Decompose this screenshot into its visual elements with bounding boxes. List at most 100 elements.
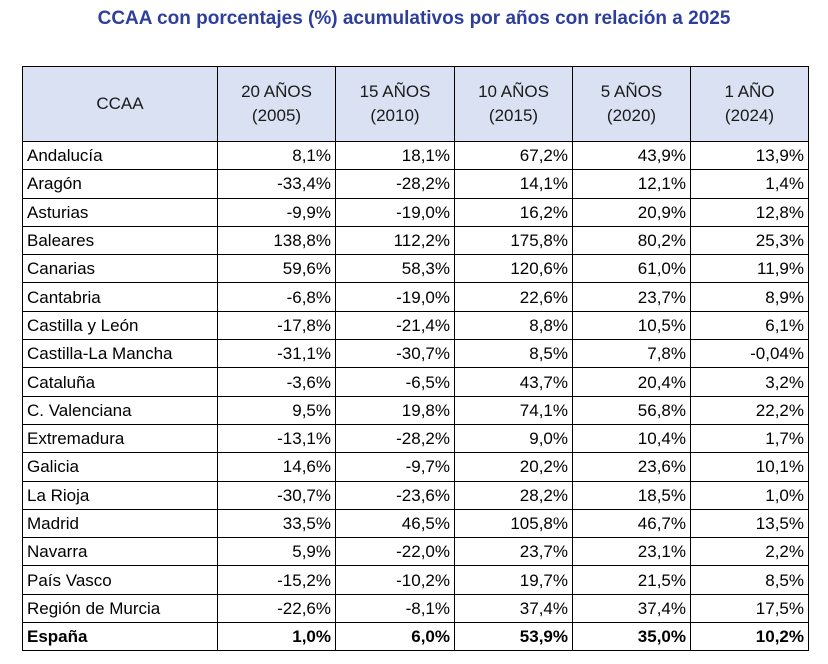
row-region-name: Navarra xyxy=(22,537,218,567)
table-header-row: CCAA 20 AÑOS (2005) 15 AÑOS (2010) 10 AÑ… xyxy=(22,66,809,142)
row-value-cell: 19,8% xyxy=(335,395,455,425)
header-line2: (2005) xyxy=(251,106,302,125)
row-value-cell: 20,9% xyxy=(572,197,691,227)
row-value-cell: 6,1% xyxy=(690,310,809,341)
ccaa-percentages-table: CCAA 20 AÑOS (2005) 15 AÑOS (2010) 10 AÑ… xyxy=(22,66,809,652)
row-value-cell: 20,4% xyxy=(572,367,691,397)
row-value-cell: 14,1% xyxy=(454,169,573,199)
row-value-cell: 53,9% xyxy=(454,622,573,652)
row-value-cell: -6,5% xyxy=(335,367,455,397)
row-value-cell: -17,8% xyxy=(217,310,336,341)
row-value-cell: 9,5% xyxy=(217,395,336,425)
row-value-cell: 12,1% xyxy=(572,169,691,199)
header-line1: 10 AÑOS xyxy=(478,82,549,101)
row-value-cell: -6,8% xyxy=(217,282,336,312)
row-value-cell: 12,8% xyxy=(690,197,809,227)
header-20-years: 20 AÑOS (2005) xyxy=(217,66,336,142)
page-title: CCAA con porcentajes (%) acumulativos po… xyxy=(97,8,731,29)
row-value-cell: 8,5% xyxy=(690,565,809,595)
row-value-cell: -31,1% xyxy=(217,339,336,369)
row-value-cell: 1,0% xyxy=(690,480,809,510)
row-value-cell: 17,5% xyxy=(690,593,809,624)
row-value-cell: 105,8% xyxy=(454,508,573,539)
row-value-cell: 8,5% xyxy=(454,339,573,369)
header-line1: 5 AÑOS xyxy=(600,82,663,101)
row-region-name: Canarias xyxy=(22,254,218,284)
row-value-cell: 16,2% xyxy=(454,197,573,227)
row-value-cell: 28,2% xyxy=(454,480,573,510)
table-row: Madrid 33,5% 46,5% 105,8% 46,7% 13,5% xyxy=(22,508,809,539)
table-row: La Rioja -30,7% -23,6% 28,2% 18,5% 1,0% xyxy=(22,480,809,510)
row-value-cell: 10,1% xyxy=(690,452,809,482)
row-value-cell: 5,9% xyxy=(217,537,336,567)
row-value-cell: 37,4% xyxy=(572,593,691,624)
header-line2: (2010) xyxy=(370,106,420,125)
row-region-name: Castilla y León xyxy=(22,310,218,341)
row-region-name: Madrid xyxy=(22,508,218,539)
table-row: Andalucía 8,1% 18,1% 67,2% 43,9% 13,9% xyxy=(22,140,809,171)
row-value-cell: 33,5% xyxy=(217,508,336,539)
row-value-cell: -19,0% xyxy=(335,197,455,227)
header-line1: 15 AÑOS xyxy=(359,82,431,101)
row-region-name: Andalucía xyxy=(22,140,218,171)
row-value-cell: -8,1% xyxy=(335,593,455,624)
row-value-cell: 9,0% xyxy=(454,423,573,454)
row-value-cell: 3,2% xyxy=(690,367,809,397)
row-region-name: C. Valenciana xyxy=(22,395,218,425)
row-value-cell: -33,4% xyxy=(217,169,336,199)
row-value-cell: 10,5% xyxy=(572,310,691,341)
row-value-cell: 25,3% xyxy=(690,225,809,256)
row-value-cell: 20,2% xyxy=(454,452,573,482)
row-value-cell: 23,7% xyxy=(454,537,573,567)
row-value-cell: 112,2% xyxy=(335,225,455,256)
table-row: Cantabria -6,8% -19,0% 22,6% 23,7% 8,9% xyxy=(22,282,809,312)
row-value-cell: -3,6% xyxy=(217,367,336,397)
row-value-cell: -30,7% xyxy=(335,339,455,369)
row-value-cell: 138,8% xyxy=(217,225,336,256)
row-value-cell: 56,8% xyxy=(572,395,691,425)
row-value-cell: 19,7% xyxy=(454,565,573,595)
header-line2: (2024) xyxy=(724,106,775,125)
header-line1: 20 AÑOS xyxy=(241,82,312,101)
table-row: C. Valenciana 9,5% 19,8% 74,1% 56,8% 22,2% xyxy=(22,395,809,425)
table-row: Aragón -33,4% -28,2% 14,1% 12,1% 1,4% xyxy=(22,169,809,199)
table-body: Andalucía 8,1% 18,1% 67,2% 43,9% 13,9% Aragón -… xyxy=(22,140,809,652)
row-value-cell: 8,1% xyxy=(217,140,336,171)
row-value-cell: 18,5% xyxy=(572,480,691,510)
table-row: Extremadura -13,1% -28,2% 9,0% 10,4% 1,7% xyxy=(22,423,809,454)
row-value-cell: -22,0% xyxy=(335,537,455,567)
row-region-name: España xyxy=(22,622,218,652)
header-line1: 1 AÑO xyxy=(724,82,775,101)
row-value-cell: 67,2% xyxy=(454,140,573,171)
row-region-name: Extremadura xyxy=(22,423,218,454)
row-value-cell: 59,6% xyxy=(217,254,336,284)
row-value-cell: -10,2% xyxy=(335,565,455,595)
header-1-year: 1 AÑO (2024) xyxy=(690,66,809,142)
row-value-cell: 58,3% xyxy=(335,254,455,284)
row-value-cell: 35,0% xyxy=(572,622,691,652)
row-value-cell: 8,8% xyxy=(454,310,573,341)
row-value-cell: -19,0% xyxy=(335,282,455,312)
row-value-cell: -28,2% xyxy=(335,169,455,199)
table-row: Asturias -9,9% -19,0% 16,2% 20,9% 12,8% xyxy=(22,197,809,227)
row-region-name: Castilla-La Mancha xyxy=(22,339,218,369)
row-value-cell: 1,0% xyxy=(217,622,336,652)
row-region-name: Aragón xyxy=(22,169,218,199)
row-value-cell: -15,2% xyxy=(217,565,336,595)
row-value-cell: 18,1% xyxy=(335,140,455,171)
table-row: País Vasco -15,2% -10,2% 19,7% 21,5% 8,5% xyxy=(22,565,809,595)
row-value-cell: 13,9% xyxy=(690,140,809,171)
table-row: Castilla-La Mancha -31,1% -30,7% 8,5% 7,8% -0… xyxy=(22,339,809,369)
table-total-row: España 1,0% 6,0% 53,9% 35,0% 10,2% xyxy=(22,622,809,652)
row-value-cell: 1,7% xyxy=(690,423,809,454)
row-value-cell: -0,04% xyxy=(690,339,809,369)
header-line2: (2015) xyxy=(488,106,539,125)
row-value-cell: 43,9% xyxy=(572,140,691,171)
row-value-cell: 6,0% xyxy=(335,622,455,652)
row-value-cell: -28,2% xyxy=(335,423,455,454)
row-value-cell: 10,2% xyxy=(690,622,809,652)
table-row: Galicia 14,6% -9,7% 20,2% 23,6% 10,1% xyxy=(22,452,809,482)
table-row: Baleares 138,8% 112,2% 175,8% 80,2% 25,3% xyxy=(22,225,809,256)
row-value-cell: 8,9% xyxy=(690,282,809,312)
row-region-name: La Rioja xyxy=(22,480,218,510)
